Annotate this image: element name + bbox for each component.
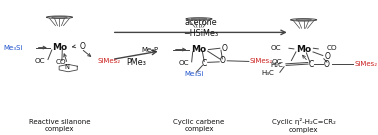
Text: O: O [222,44,228,53]
Text: O: O [324,52,330,61]
Text: OC: OC [272,59,283,65]
Text: OC: OC [179,60,189,66]
Text: OC: OC [35,58,46,64]
Text: Me₃P: Me₃P [142,47,159,53]
Text: OC: OC [270,45,281,51]
Text: acetone: acetone [184,18,217,27]
Text: Mo: Mo [52,43,67,52]
Text: CO: CO [326,45,337,51]
Text: Mo: Mo [191,45,206,54]
Text: Me₃Si: Me₃Si [184,71,203,77]
Text: O: O [220,56,226,65]
Text: C: C [201,59,207,68]
Text: Cyclic η²-H₂C=CR₂
complex: Cyclic η²-H₂C=CR₂ complex [272,118,336,133]
Text: PMe₃: PMe₃ [126,58,146,67]
Text: CO: CO [56,59,67,65]
Text: O: O [80,42,86,51]
Text: SiMes₂: SiMes₂ [249,58,273,64]
Ellipse shape [52,16,67,18]
Text: −HSiMe₃: −HSiMe₃ [183,29,218,38]
Text: H₃C: H₃C [261,70,274,76]
Text: SiMes₂: SiMes₂ [97,58,120,64]
Text: Cyclic carbene
complex: Cyclic carbene complex [174,119,225,132]
Text: O: O [324,60,330,69]
Text: Mo: Mo [296,45,311,54]
Text: SiMes₂: SiMes₂ [354,61,377,67]
Ellipse shape [191,18,207,20]
Ellipse shape [296,19,311,21]
Text: H₂C: H₂C [271,62,284,68]
Text: N: N [64,64,69,70]
Text: Reactive silanone
complex: Reactive silanone complex [29,119,90,132]
Text: C: C [309,60,314,69]
Text: Me₃Si: Me₃Si [3,45,23,51]
